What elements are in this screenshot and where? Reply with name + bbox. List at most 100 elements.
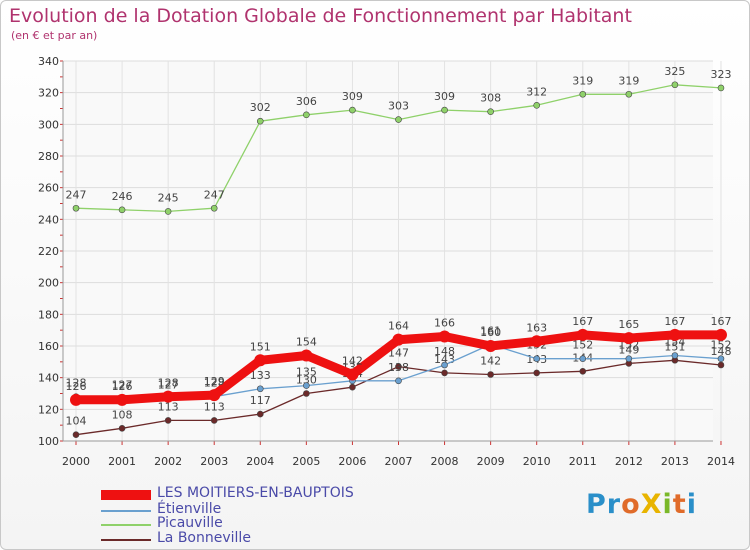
legend-swatch-bonneville	[101, 539, 151, 541]
data-point	[441, 369, 448, 377]
y-tick-label: 320	[38, 87, 59, 100]
x-tick-label: 2014	[707, 455, 735, 468]
data-point	[256, 410, 264, 418]
data-point	[208, 389, 221, 402]
data-label: 133	[250, 369, 271, 382]
data-point	[72, 431, 80, 438]
data-label: 245	[158, 191, 179, 204]
legend-label-picauville: Picauville	[157, 515, 223, 531]
data-point	[441, 106, 448, 114]
legend-label-moitiers: LES MOITIERS-EN-BAUPTOIS	[157, 485, 354, 501]
data-label: 167	[710, 315, 731, 328]
data-point	[70, 393, 82, 406]
data-label: 142	[342, 355, 363, 368]
legend-swatch-picauville	[101, 524, 151, 526]
x-tick-label: 2004	[246, 455, 274, 468]
data-label: 312	[526, 85, 547, 98]
data-label: 104	[66, 415, 87, 428]
x-tick-label: 2008	[431, 455, 459, 468]
data-label: 319	[618, 74, 639, 87]
data-label: 165	[618, 318, 639, 331]
data-point	[487, 371, 494, 378]
data-label: 127	[158, 378, 179, 391]
data-point	[717, 355, 725, 362]
y-tick-label: 260	[38, 182, 59, 195]
data-label: 309	[342, 90, 363, 103]
data-point	[668, 328, 681, 341]
data-label: 154	[296, 336, 317, 349]
data-label: 129	[204, 375, 225, 388]
data-label: 113	[158, 400, 179, 413]
data-point	[576, 328, 589, 341]
data-point	[116, 393, 129, 406]
logo-letter: P	[586, 489, 607, 520]
logo-letter: i	[686, 489, 697, 520]
data-point	[210, 204, 218, 212]
y-tick-label: 240	[38, 213, 59, 226]
data-label: 323	[710, 68, 731, 81]
data-point	[256, 385, 264, 393]
x-tick-label: 2011	[569, 455, 597, 468]
data-label: 149	[618, 343, 639, 356]
y-tick-label: 280	[38, 150, 59, 163]
legend-label-bonneville: La Bonneville	[157, 530, 251, 546]
data-label: 160	[480, 326, 501, 339]
data-point	[164, 208, 172, 215]
x-tick-label: 2013	[661, 455, 689, 468]
data-point	[254, 354, 267, 367]
x-tick-label: 2006	[338, 455, 366, 468]
data-point	[256, 117, 264, 125]
data-label: 152	[710, 339, 731, 352]
data-label: 167	[664, 315, 685, 328]
data-point	[395, 363, 402, 370]
data-label: 164	[388, 320, 409, 333]
logo-letter: r	[606, 489, 622, 520]
x-tick-label: 2007	[384, 455, 412, 468]
data-point	[72, 204, 80, 212]
y-tick-label: 200	[38, 277, 59, 290]
data-label: 167	[572, 315, 593, 328]
data-label: 142	[480, 355, 501, 368]
chart-title: Evolution de la Dotation Globale de Fonc…	[9, 5, 632, 27]
y-tick-label: 340	[38, 55, 59, 68]
data-label: 319	[572, 74, 593, 87]
data-point	[303, 382, 310, 389]
data-point	[164, 417, 172, 424]
logo-letter: o	[621, 489, 641, 520]
data-label: 108	[112, 408, 133, 421]
data-point	[717, 84, 725, 92]
y-tick-label: 180	[38, 308, 59, 321]
y-tick-label: 220	[38, 245, 59, 258]
data-point	[625, 355, 633, 362]
data-label: 152	[572, 339, 593, 352]
data-label: 306	[296, 95, 317, 108]
logo-letter: X	[640, 489, 663, 520]
series-2: 247 246 245 247 302 306 309 303 309 308 312 319 319 3…	[66, 65, 731, 215]
data-point	[533, 355, 541, 362]
proxiti-logo: ProXiti	[586, 489, 697, 520]
data-point	[395, 116, 402, 123]
data-point	[118, 425, 126, 432]
x-tick-label: 2009	[477, 455, 505, 468]
data-label: 247	[66, 188, 87, 201]
data-label: 302	[250, 101, 271, 114]
data-label: 325	[664, 65, 685, 78]
y-tick-label: 100	[38, 435, 59, 448]
data-label: 308	[480, 92, 501, 105]
data-point	[349, 106, 356, 114]
data-point	[533, 369, 541, 377]
data-label: 113	[204, 400, 225, 413]
data-label: 117	[250, 394, 271, 407]
y-tick-label: 300	[38, 118, 59, 131]
data-label: 163	[526, 321, 547, 334]
data-point	[671, 352, 679, 359]
data-label: 126	[112, 380, 133, 393]
logo-letter: i	[662, 489, 673, 520]
data-label: 147	[388, 347, 409, 360]
data-label: 151	[250, 340, 271, 353]
data-point	[303, 111, 310, 119]
legend-swatch-etienville	[101, 510, 151, 512]
data-point	[349, 383, 356, 391]
data-point	[392, 333, 405, 346]
